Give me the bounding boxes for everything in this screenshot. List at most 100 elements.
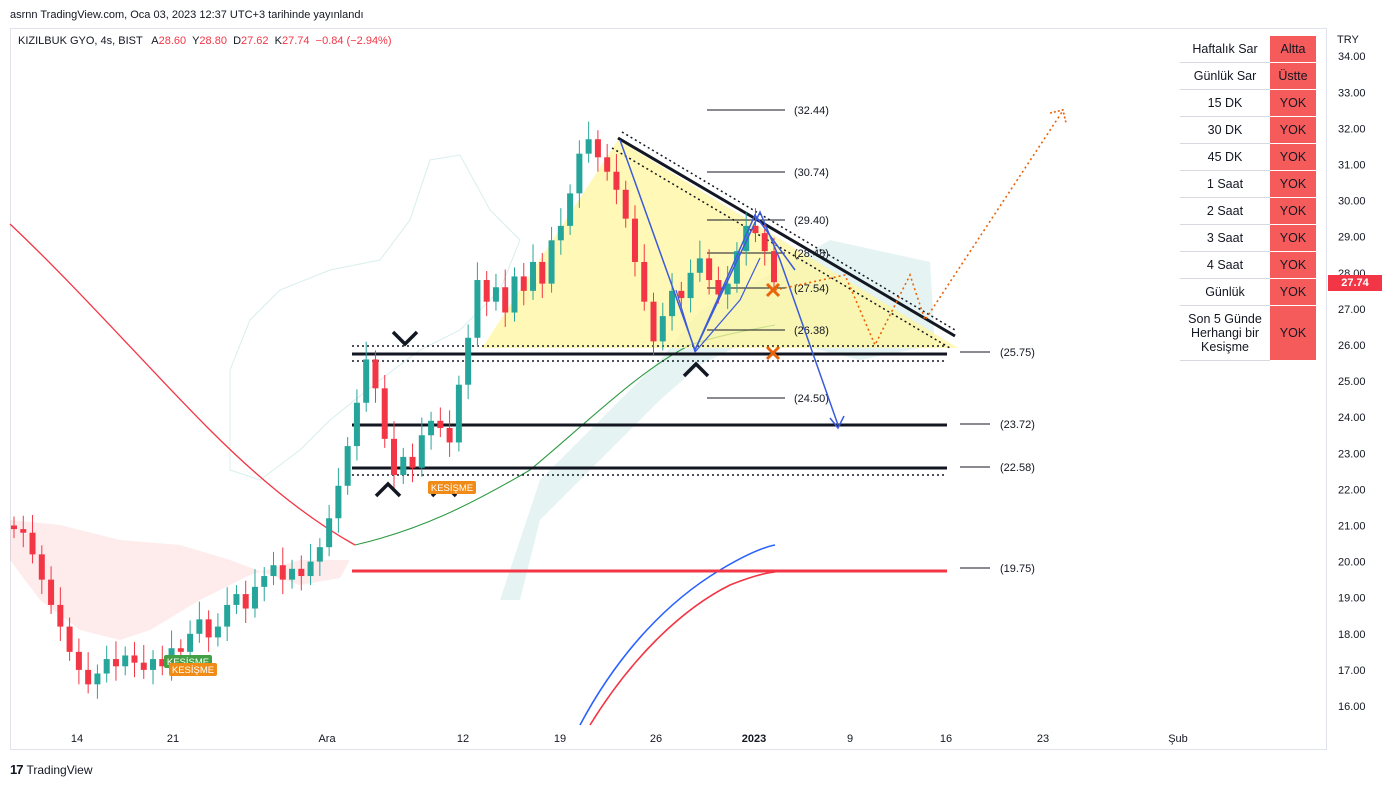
- price-tick: 34.00: [1338, 51, 1366, 63]
- candle-body: [372, 359, 379, 389]
- status-label: 2 Saat: [1180, 197, 1270, 225]
- status-label: 45 DK: [1180, 143, 1270, 171]
- candle-body: [428, 420, 435, 436]
- status-row: 15 DK YOK: [1180, 89, 1317, 117]
- candle: [446, 410, 453, 457]
- price-tick: 23.00: [1338, 448, 1366, 460]
- candle-body: [261, 576, 268, 587]
- candle: [159, 645, 166, 676]
- price-tick: 27.00: [1338, 304, 1366, 316]
- candle-body: [437, 420, 444, 429]
- signal-badge: KESİŞME: [428, 481, 476, 494]
- status-label: Günlük: [1180, 278, 1270, 306]
- ma-red-short: [589, 571, 776, 726]
- symbol-legend[interactable]: KIZILBUK GYO, 4s, BIST A28.60 Y28.80 D27…: [18, 35, 392, 47]
- candle-body: [38, 554, 45, 580]
- status-value: YOK: [1269, 197, 1317, 225]
- candle-body: [761, 233, 768, 252]
- candle: [733, 242, 740, 293]
- signal-badge: KESİŞME: [169, 663, 217, 676]
- candle-body: [696, 258, 703, 273]
- candle: [594, 130, 601, 172]
- candle-body: [20, 529, 27, 533]
- candle: [261, 567, 268, 602]
- candle-body: [752, 225, 759, 234]
- candle: [622, 180, 629, 228]
- price-tick: 17.00: [1338, 665, 1366, 677]
- candle-body: [57, 604, 64, 627]
- candle-body: [724, 283, 731, 295]
- candle: [631, 205, 638, 277]
- candle: [224, 587, 231, 642]
- candle-body: [316, 547, 323, 562]
- candle-body: [539, 261, 546, 284]
- time-axis: 14 21 Ara 12 19 26 2023 9 16 23 Şub: [71, 733, 1188, 745]
- candle: [233, 585, 240, 614]
- price-tick: 16.00: [1338, 701, 1366, 713]
- indicator-lines: [9, 223, 776, 726]
- status-row: 2 Saat YOK: [1180, 197, 1317, 225]
- status-label: 15 DK: [1180, 89, 1270, 117]
- status-value: Altta: [1269, 35, 1317, 63]
- signal-badge-text: KESİŞME: [431, 483, 473, 494]
- low-label: D: [233, 35, 242, 47]
- status-value: YOK: [1269, 170, 1317, 198]
- candle-body: [567, 193, 574, 226]
- candle-body: [251, 586, 258, 609]
- level-label: (22.58): [1000, 462, 1035, 474]
- candle-body: [715, 280, 722, 295]
- candle: [214, 613, 221, 647]
- candle: [557, 208, 564, 255]
- candle: [85, 652, 92, 694]
- candle: [502, 269, 509, 327]
- candle-body: [353, 402, 360, 447]
- candle: [724, 265, 731, 309]
- brand-name: TradingView: [26, 762, 93, 777]
- triangle-top-line: [617, 136, 956, 338]
- candle-body: [270, 565, 277, 577]
- x-marker: [765, 345, 781, 361]
- horizontal-levels: (32.44) (30.74) (29.40) (28.48) (27.54) (26.3…: [352, 105, 1035, 575]
- level-label: (26.38): [794, 325, 829, 337]
- level-label: (28.48): [794, 248, 829, 260]
- candle-body: [687, 272, 694, 299]
- close-value: 27.74: [282, 35, 310, 47]
- status-label: Son 5 Günde Herhangi bir Kesişme: [1180, 305, 1270, 361]
- triangle-inner-dotted: [611, 147, 951, 349]
- candle-body: [326, 518, 333, 548]
- status-value: YOK: [1269, 224, 1317, 252]
- tradingview-logo[interactable]: 17 TradingView: [10, 762, 93, 777]
- symbol-name: KIZILBUK GYO, 4s, BIST: [18, 35, 143, 47]
- candle: [752, 208, 759, 243]
- chart-pane[interactable]: [10, 28, 1327, 750]
- candle: [483, 270, 490, 317]
- time-tick: 2023: [742, 733, 766, 745]
- chevron-down-icon: [391, 330, 419, 347]
- tradingview-logo-icon: 17: [10, 762, 24, 777]
- candle: [112, 641, 119, 681]
- candle: [344, 437, 351, 495]
- candle: [205, 610, 212, 652]
- low-value: 27.62: [241, 35, 269, 47]
- candle-body: [418, 435, 425, 468]
- candle: [363, 341, 370, 412]
- candle: [57, 587, 64, 642]
- candle-body: [242, 594, 249, 609]
- candle-body: [622, 189, 629, 219]
- candle: [613, 154, 620, 205]
- candle: [465, 324, 472, 400]
- candle: [706, 249, 713, 295]
- candle: [548, 226, 555, 293]
- candle-body: [669, 290, 676, 317]
- price-tick: 29.00: [1338, 232, 1366, 244]
- candle-body: [187, 633, 194, 652]
- candle: [307, 543, 314, 586]
- status-row: 3 Saat YOK: [1180, 224, 1317, 252]
- status-row: 45 DK YOK: [1180, 143, 1317, 171]
- candle: [289, 559, 296, 589]
- candle: [94, 664, 101, 699]
- level-label: (24.50): [794, 393, 829, 405]
- price-tick: 24.00: [1338, 412, 1366, 424]
- candle-body: [11, 525, 17, 530]
